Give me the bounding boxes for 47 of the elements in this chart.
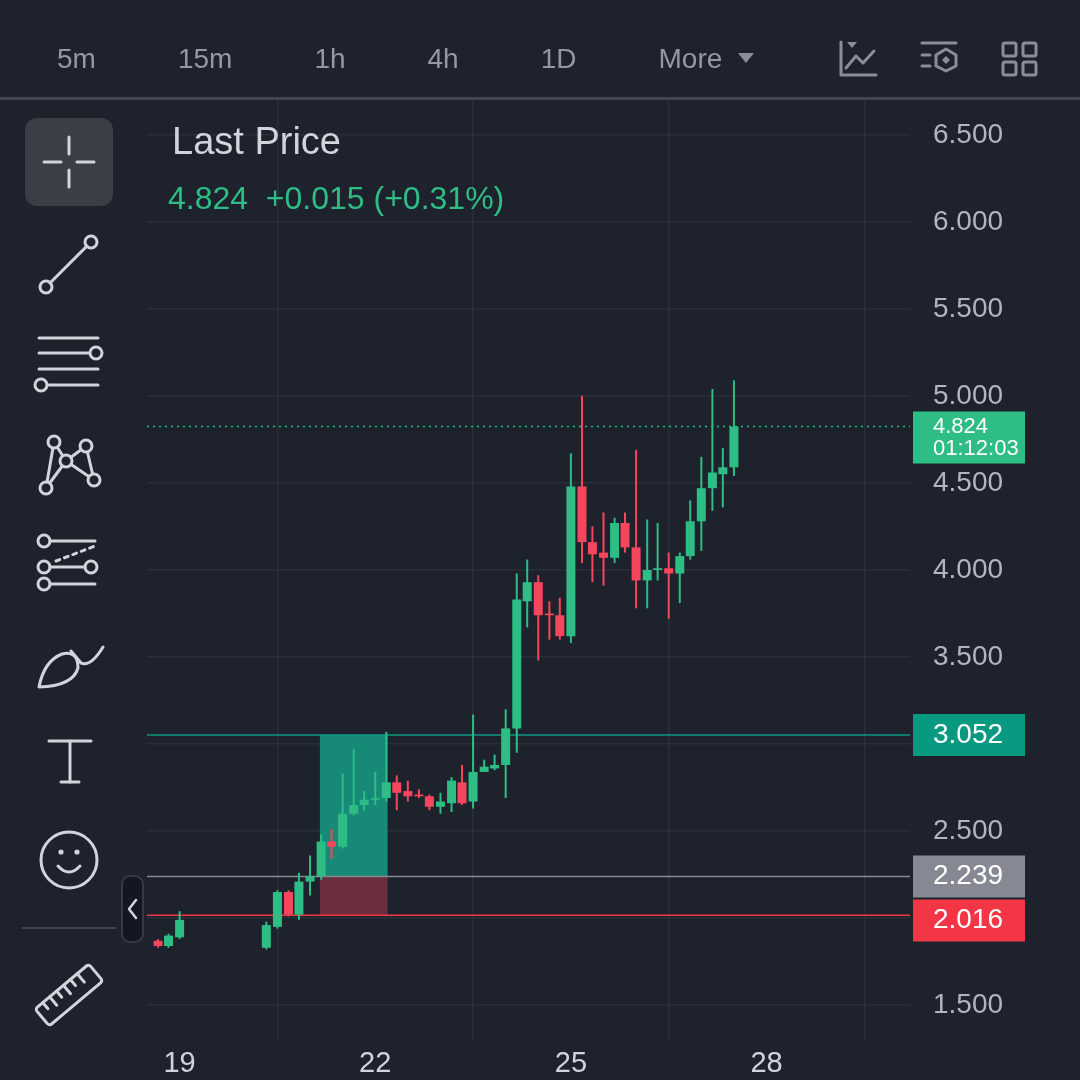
y-tick-label: 6.500 <box>933 117 1004 149</box>
y-tick-label: 3.500 <box>933 639 1004 671</box>
text: 5m <box>57 42 96 76</box>
text: 1h <box>314 42 346 76</box>
candlestick <box>599 511 608 587</box>
candlestick <box>675 551 685 605</box>
candlestick <box>403 779 413 803</box>
text: Last Price <box>172 119 341 163</box>
candlestick <box>359 790 369 812</box>
candlestick <box>175 910 185 941</box>
y-tick-label: 1.500 <box>933 987 1004 1019</box>
y-tick-label: 4.500 <box>933 465 1004 497</box>
x-tick-label: 19 <box>163 1046 196 1079</box>
candlestick <box>642 518 652 610</box>
candlestick <box>381 730 391 803</box>
candlestick <box>435 791 445 815</box>
text: 15m <box>177 42 233 76</box>
candlestick <box>457 763 467 806</box>
text: 4h <box>427 42 459 76</box>
ref-line-label: 3.052 <box>933 717 1004 749</box>
ref-line-label: 2.016 <box>933 903 1004 935</box>
ref-line-label: 2.239 <box>933 859 1004 891</box>
y-tick-label: 5.000 <box>933 378 1004 410</box>
candlestick <box>522 558 532 629</box>
candlestick <box>447 776 457 813</box>
candlestick <box>587 525 597 584</box>
candlestick <box>349 748 359 817</box>
candlestick <box>305 854 315 897</box>
candlestick <box>653 522 663 582</box>
candlestick <box>555 596 565 641</box>
candlestick <box>261 920 271 951</box>
candlestick <box>370 770 380 806</box>
candlestick <box>284 889 294 918</box>
y-tick-label: 6.000 <box>933 204 1004 236</box>
ref-line-label: 4.824 01:12:03 <box>933 412 1019 460</box>
candlestick <box>664 551 674 620</box>
text: More <box>658 42 723 76</box>
y-tick-label: 5.500 <box>933 291 1004 323</box>
x-tick-label: 28 <box>750 1046 783 1079</box>
y-tick-label: 4.000 <box>933 552 1004 584</box>
candlestick <box>327 828 337 860</box>
x-tick-label: 22 <box>359 1046 392 1079</box>
y-tick-label: 2.500 <box>933 813 1004 845</box>
candlestick <box>392 774 402 812</box>
x-tick-label: 25 <box>554 1046 588 1079</box>
text: 1D <box>540 42 577 76</box>
text: 4.824 +0.015 (+0.31%) <box>168 179 505 217</box>
